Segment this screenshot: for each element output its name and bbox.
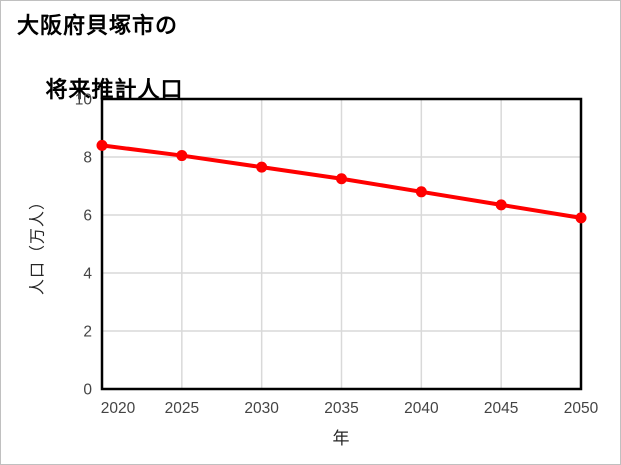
chart-title-line-1: 大阪府貝塚市の (17, 13, 179, 38)
data-point-2045 (495, 199, 507, 211)
y-tick-label: 2 (83, 324, 92, 341)
y-tick-label: 0 (83, 382, 92, 399)
chart-title: 大阪府貝塚市の 将来推計人口 (17, 10, 183, 138)
data-point-2035 (336, 173, 347, 185)
grid-layer (102, 99, 581, 389)
tick-layer: 0 2 4 6 8 10 2020 2025 2030 2035 2040 2045 2050 (75, 92, 599, 418)
x-tick-label: 2050 (564, 400, 599, 417)
y-tick-label: 4 (83, 266, 92, 283)
x-tick-label: 2045 (484, 400, 518, 417)
data-point-2030 (256, 161, 268, 173)
x-tick-label: 2025 (165, 400, 199, 417)
y-tick-label: 8 (83, 150, 92, 167)
x-tick-label: 2040 (404, 400, 439, 417)
data-point-2050 (575, 212, 587, 224)
data-point-2040 (415, 186, 427, 198)
series-layer (96, 139, 587, 224)
data-point-2020 (96, 139, 108, 151)
plot-border (100, 97, 583, 391)
y-tick-label: 6 (83, 208, 92, 225)
x-axis-title: 年 (333, 429, 350, 448)
x-tick-label: 2020 (101, 400, 136, 417)
y-axis-title: 人口（万人） (29, 193, 47, 295)
data-point-2025 (176, 150, 188, 162)
x-tick-label: 2035 (324, 400, 358, 417)
x-tick-label: 2030 (244, 400, 279, 417)
y-tick-label: 10 (75, 92, 93, 109)
